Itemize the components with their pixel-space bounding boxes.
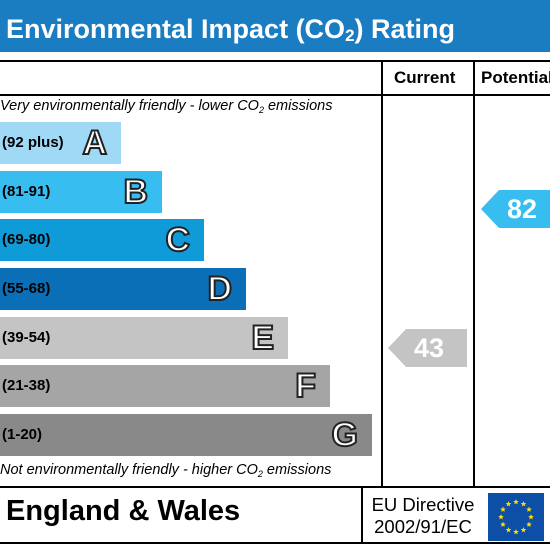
caption-top-subscript: 2 (258, 105, 264, 115)
region-label: England & Wales (6, 495, 241, 527)
caption-bottom-text: Not environmentally friendly - higher CO (0, 462, 258, 478)
caption-bottom-subscript: 2 (257, 469, 263, 479)
eu-flag-stars (498, 499, 534, 535)
eu-directive-line1: EU Directive (371, 494, 475, 515)
eu-star (505, 501, 512, 507)
band-g-range: (1-20) (2, 426, 43, 443)
eu-directive: EU Directive 2002/91/EC (364, 494, 482, 538)
directive-divider-line (361, 486, 363, 544)
potential-rating-value: 82 (507, 194, 538, 224)
caption-top-suffix: emissions (263, 98, 333, 114)
band-g: (1-20) G (0, 414, 372, 456)
current-rating-pointer: 43 (388, 329, 467, 367)
column-header-divider (0, 94, 550, 96)
eu-star (513, 529, 519, 535)
caption-bottom: Not environmentally friendly - higher CO… (0, 462, 331, 479)
eu-star (520, 501, 527, 507)
band-f-range: (21-38) (2, 377, 51, 394)
eu-star (498, 514, 504, 520)
band-c-letter: C (164, 220, 191, 260)
band-c-range: (69-80) (2, 231, 51, 248)
footer-top-line (0, 486, 550, 488)
potential-rating-pointer: 82 (481, 190, 550, 228)
band-e-letter: E (250, 318, 275, 358)
current-column-left-line (381, 60, 383, 488)
band-a: (92 plus) A (0, 122, 121, 164)
eu-star (526, 521, 532, 527)
eu-star (513, 499, 519, 505)
current-rating-value: 43 (414, 333, 445, 363)
eu-star (520, 526, 527, 533)
frame-top-line (0, 60, 550, 62)
band-e-range: (39-54) (2, 329, 51, 346)
eu-flag-icon (488, 493, 544, 541)
band-f: (21-38) F (0, 365, 330, 407)
eu-star (528, 514, 534, 520)
band-b-range: (81-91) (2, 183, 51, 200)
rating-header: Environmental Impact (CO2) Rating (0, 0, 550, 52)
band-d-range: (55-68) (2, 280, 51, 297)
current-column-header: Current (394, 68, 456, 87)
eu-star (526, 506, 532, 512)
band-b-letter: B (122, 172, 149, 212)
caption-top-text: Very environmentally friendly - lower CO (0, 98, 259, 114)
band-b: (81-91) B (0, 171, 162, 213)
frame-bottom-line (0, 542, 550, 544)
header-title-subscript: 2 (345, 26, 355, 45)
eu-directive-line2: 2002/91/EC (374, 516, 472, 537)
band-a-range: (92 plus) (2, 134, 64, 151)
band-c: (69-80) C (0, 219, 204, 261)
eu-star (500, 521, 506, 527)
band-a-letter: A (81, 123, 108, 163)
band-e: (39-54) E (0, 317, 288, 359)
band-f-letter: F (294, 366, 317, 406)
eu-star (505, 526, 512, 533)
band-d-letter: D (206, 269, 233, 309)
band-g-letter: G (331, 415, 359, 455)
header-title-prefix: Environmental Impact (CO (6, 14, 346, 44)
potential-column-left-line (473, 60, 475, 488)
caption-top: Very environmentally friendly - lower CO… (0, 98, 332, 115)
eu-star (500, 506, 506, 512)
header-title-suffix: ) Rating (354, 14, 456, 44)
potential-column-header: Potential (481, 68, 550, 87)
caption-bottom-suffix: emissions (262, 462, 332, 478)
band-d: (55-68) D (0, 268, 246, 310)
